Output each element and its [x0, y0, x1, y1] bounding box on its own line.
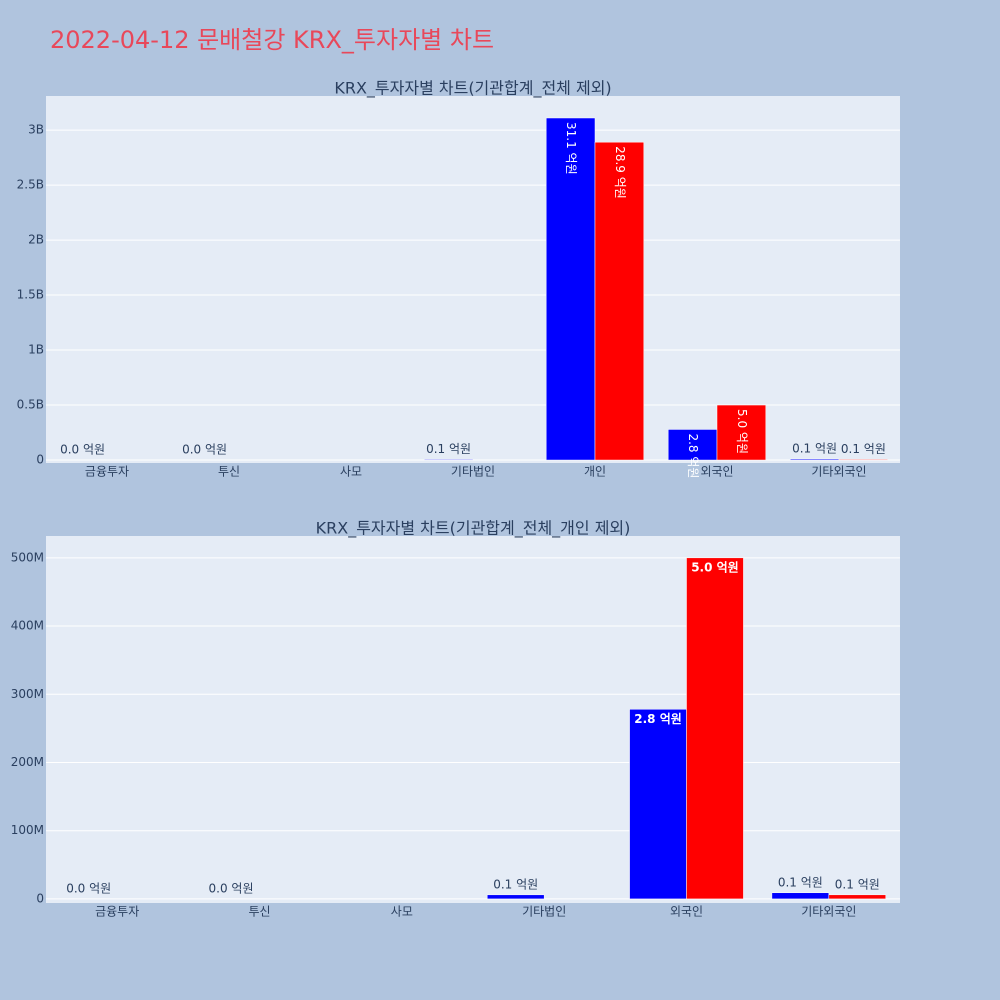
y-tick-label: 1B: [28, 343, 44, 357]
value-label: 5.0 억원: [691, 560, 739, 574]
chart-title: KRX_투자자별 차트(기관합계_전체_개인 제외): [316, 519, 631, 539]
value-label: 28.9 억원: [613, 146, 627, 199]
y-tick-label: 2B: [28, 233, 44, 247]
bar: [789, 458, 840, 461]
x-tick-label: 투신: [218, 465, 240, 479]
y-tick-label: 2.5B: [17, 178, 44, 192]
x-tick-label: 금융투자: [85, 465, 129, 479]
x-tick-label: 사모: [340, 465, 362, 479]
page-title: 2022-04-12 문배철강 KRX_투자자별 차트: [50, 26, 494, 54]
y-tick-label: 200M: [11, 755, 44, 769]
value-label: 0.0 억원: [60, 443, 105, 457]
chart-title: KRX_투자자별 차트(기관합계_전체 제외): [334, 79, 611, 99]
value-label: 0.1 억원: [792, 442, 837, 456]
bar: [594, 141, 645, 461]
value-label: 0.1 억원: [835, 877, 880, 891]
bar: [486, 894, 545, 900]
x-tick-label: 기타법인: [522, 905, 566, 919]
plot-area: [46, 96, 900, 463]
y-tick-label: 0.5B: [17, 398, 44, 412]
bar: [771, 892, 830, 900]
value-label: 0.0 억원: [66, 881, 111, 895]
bar: [686, 557, 744, 900]
x-tick-label: 기타외국인: [811, 465, 866, 479]
y-tick-label: 0: [36, 453, 44, 467]
value-label: 2.8 억원: [686, 433, 700, 478]
bar: [629, 709, 687, 900]
x-tick-label: 외국인: [700, 465, 733, 479]
value-label: 0.1 억원: [493, 877, 538, 891]
bar: [838, 459, 889, 461]
value-label: 0.0 억원: [209, 881, 254, 895]
x-tick-label: 금융투자: [95, 905, 139, 919]
value-label: 5.0 억원: [735, 409, 749, 454]
x-tick-label: 기타외국인: [801, 905, 856, 919]
plot-area: [46, 536, 900, 903]
value-label: 0.1 억원: [841, 442, 886, 456]
y-tick-label: 1.5B: [17, 288, 44, 302]
x-tick-label: 사모: [391, 905, 413, 919]
y-tick-label: 0: [36, 891, 44, 905]
bar: [423, 459, 474, 461]
value-label: 0.1 억원: [426, 442, 471, 456]
x-tick-label: 외국인: [670, 905, 703, 919]
value-label: 31.1 억원: [564, 122, 578, 175]
value-label: 0.0 억원: [182, 443, 227, 457]
y-tick-label: 300M: [11, 687, 44, 701]
x-tick-label: 투신: [248, 905, 270, 919]
y-tick-label: 400M: [11, 619, 44, 633]
x-tick-label: 기타법인: [451, 465, 495, 479]
bar: [667, 429, 718, 461]
value-label: 0.1 억원: [778, 875, 823, 889]
bar: [716, 404, 767, 461]
y-tick-label: 3B: [28, 123, 44, 137]
y-tick-label: 500M: [11, 550, 44, 564]
bar: [545, 117, 596, 461]
y-tick-label: 100M: [11, 823, 44, 837]
bar: [828, 894, 887, 900]
x-tick-label: 개인: [584, 465, 606, 479]
value-label: 2.8 억원: [634, 712, 682, 726]
